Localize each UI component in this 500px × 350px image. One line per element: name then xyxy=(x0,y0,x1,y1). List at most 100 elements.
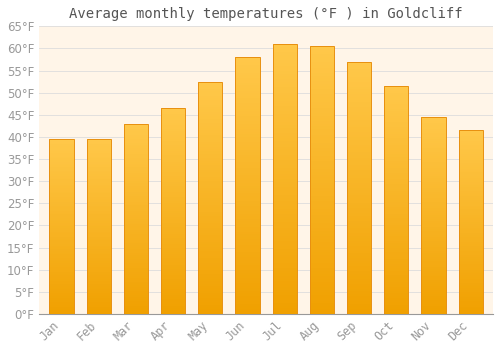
Bar xyxy=(161,221,185,223)
Bar xyxy=(347,122,371,125)
Bar xyxy=(422,243,446,245)
Bar xyxy=(458,158,483,160)
Bar xyxy=(198,302,222,304)
Bar xyxy=(272,184,297,187)
Bar xyxy=(310,241,334,244)
Bar xyxy=(422,194,446,196)
Bar xyxy=(347,178,371,180)
Bar xyxy=(161,164,185,166)
Bar xyxy=(347,231,371,233)
Bar xyxy=(272,122,297,125)
Bar xyxy=(124,301,148,302)
Bar xyxy=(422,300,446,302)
Bar xyxy=(198,214,222,216)
Bar xyxy=(422,259,446,261)
Bar xyxy=(384,202,408,204)
Bar xyxy=(422,168,446,170)
Bar xyxy=(86,258,111,260)
Bar xyxy=(384,86,408,314)
Bar xyxy=(124,133,148,135)
Bar xyxy=(86,207,111,209)
Bar xyxy=(124,207,148,209)
Bar xyxy=(310,220,334,223)
Bar xyxy=(347,173,371,175)
Bar xyxy=(422,170,446,172)
Bar xyxy=(236,73,260,75)
Bar xyxy=(422,214,446,216)
Bar xyxy=(86,179,111,181)
Bar xyxy=(236,198,260,201)
Bar xyxy=(236,211,260,214)
Bar xyxy=(198,304,222,307)
Bar xyxy=(124,280,148,281)
Bar xyxy=(124,281,148,284)
Bar xyxy=(198,163,222,165)
Bar xyxy=(161,170,185,172)
Bar xyxy=(422,125,446,127)
Bar xyxy=(272,190,297,193)
Bar xyxy=(272,120,297,122)
Bar xyxy=(422,216,446,217)
Bar xyxy=(161,114,185,116)
Bar xyxy=(86,291,111,293)
Bar xyxy=(310,156,334,159)
Bar xyxy=(458,251,483,253)
Bar xyxy=(384,239,408,241)
Bar xyxy=(272,171,297,174)
Bar xyxy=(384,191,408,193)
Bar xyxy=(347,110,371,112)
Bar xyxy=(236,175,260,178)
Bar xyxy=(124,291,148,293)
Bar xyxy=(161,310,185,312)
Bar xyxy=(384,307,408,309)
Bar xyxy=(347,236,371,238)
Bar xyxy=(86,312,111,314)
Bar xyxy=(86,162,111,163)
Bar xyxy=(422,129,446,131)
Bar xyxy=(86,139,111,314)
Bar xyxy=(236,229,260,232)
Bar xyxy=(161,246,185,248)
Bar xyxy=(86,153,111,155)
Bar xyxy=(384,227,408,230)
Bar xyxy=(458,139,483,141)
Bar xyxy=(50,181,74,183)
Bar xyxy=(310,303,334,306)
Bar xyxy=(50,149,74,151)
Bar xyxy=(50,274,74,275)
Bar xyxy=(86,240,111,242)
Bar xyxy=(50,148,74,149)
Bar xyxy=(124,158,148,160)
Bar xyxy=(198,93,222,96)
Bar xyxy=(458,281,483,283)
Bar xyxy=(310,57,334,60)
Bar xyxy=(198,242,222,244)
Bar xyxy=(310,94,334,97)
Bar xyxy=(198,207,222,209)
Bar xyxy=(347,205,371,208)
Bar xyxy=(458,136,483,138)
Bar xyxy=(236,237,260,239)
Bar xyxy=(310,279,334,282)
Bar xyxy=(310,199,334,202)
Bar xyxy=(161,287,185,289)
Bar xyxy=(198,186,222,188)
Bar xyxy=(347,74,371,77)
Bar xyxy=(310,140,334,142)
Bar xyxy=(310,153,334,156)
Bar xyxy=(161,303,185,306)
Bar xyxy=(198,212,222,214)
Bar xyxy=(272,193,297,195)
Bar xyxy=(272,233,297,236)
Bar xyxy=(384,116,408,118)
Bar xyxy=(50,146,74,148)
Bar xyxy=(272,125,297,128)
Bar xyxy=(198,156,222,158)
Bar xyxy=(310,236,334,239)
Bar xyxy=(161,131,185,133)
Bar xyxy=(50,246,74,247)
Bar xyxy=(422,123,446,125)
Bar xyxy=(422,249,446,251)
Bar xyxy=(86,193,111,195)
Bar xyxy=(422,221,446,223)
